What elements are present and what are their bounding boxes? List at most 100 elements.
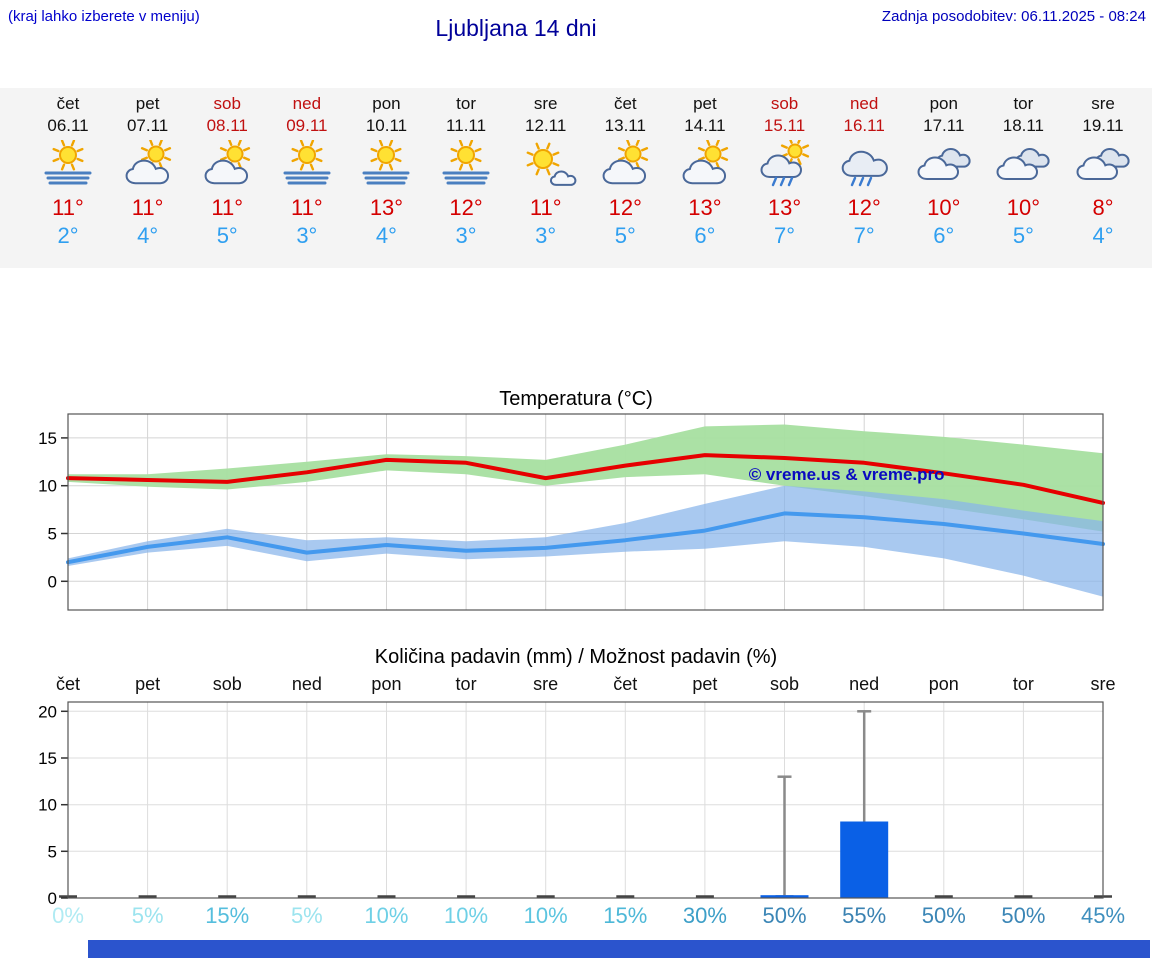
day-name: tor [456,94,476,113]
precip-day-label: tor [455,674,477,694]
low-temp: 5° [1012,223,1034,248]
precip-probability: 15% [603,903,648,928]
day-name: pon [372,94,401,113]
precip-day-labels-row: čet pet sob ned pon tor sre čet pet sob ned pon tor s… [0,674,1152,698]
y-axis: 0 5 10 15 20 [38,702,68,904]
day-name: ned [849,94,879,113]
forecast-day: tor 11.11 12° 3° [420,94,512,248]
precip-day-label: pon [371,674,402,694]
low-temp: 4° [1092,223,1114,248]
sun-fog-icon [340,140,432,188]
day-name: sre [533,94,558,113]
day-name: pet [693,94,717,113]
cloudy-icon [1057,140,1149,188]
forecast-day: ned 16.11 12° 7° [818,94,910,248]
day-date: 16.11 [843,116,885,135]
day-name: čet [613,94,637,113]
y-axis: 0 5 10 15 [38,429,68,591]
day-date: 06.11 [47,116,89,135]
low-temp: 2° [57,223,79,248]
precip-day-label: čet [613,674,638,694]
high-temp: 13° [369,195,404,220]
day-date: 17.11 [923,116,965,135]
forecast-day: pet 14.11 13° 6° [659,94,751,248]
high-temp: 11° [131,195,164,220]
svg-text:5: 5 [48,842,57,861]
day-date: 08.11 [206,116,248,135]
precip-day-label: ned [291,674,322,694]
forecast-day: pon 10.11 13° 4° [340,94,432,248]
sun-fog-icon [261,140,353,188]
showers-icon [739,140,831,188]
precip-day-label: ned [849,674,880,694]
precip-day-label: tor [1012,674,1034,694]
high-temp: 8° [1092,195,1114,220]
day-name: sre [1091,94,1115,113]
precip-probability: 50% [921,903,966,928]
day-date: 11.11 [446,116,487,135]
svg-text:15: 15 [38,429,57,448]
precip-probability: 5% [290,903,323,928]
partly-cloudy-icon [659,140,751,188]
page-title: Ljubljana 14 dni [435,15,597,41]
high-temp: 11° [211,195,244,220]
mostly-sunny-icon [500,140,592,188]
precip-day-label: čet [55,674,81,694]
svg-text:10: 10 [38,796,57,815]
forecast-day: tor 18.11 10° 5° [977,94,1069,248]
cloudy-icon [898,140,990,188]
forecast-day: ned 09.11 11° 3° [261,94,353,248]
precip-probability: 10% [444,903,489,928]
forecast-day: pet 07.11 11° 4° [102,94,194,248]
precip-day-label: sre [1090,674,1116,694]
last-updated-text: Zadnja posodobitev: 06.11.2025 - 08:24 [881,8,1146,25]
high-temp: 11° [291,195,323,220]
partly-cloudy-icon [181,140,273,188]
precip-day-label: sre [533,674,559,694]
temperature-chart: 0 5 10 15 © vreme.us & vreme.pro [38,413,1105,611]
precip-day-label: pon [928,674,959,694]
sun-fog-icon [420,140,512,188]
low-temp: 5° [216,223,238,248]
sun-fog-icon [22,140,114,188]
cloudy-icon [977,140,1069,188]
footer-banner [88,940,1150,958]
uncertainty-bands [68,424,1103,597]
day-date: 14.11 [684,116,726,135]
svg-text:15: 15 [38,749,57,768]
low-temp: 5° [614,223,636,248]
day-date: 13.11 [604,116,646,135]
precip-day-label: sob [212,674,242,694]
day-name: čet [56,94,80,113]
high-temp: 13° [688,195,722,220]
precip-probability: 10% [523,903,568,928]
partly-cloudy-icon [579,140,671,188]
high-temp: 10° [1006,195,1041,220]
location-menu-hint: (kraj lahko izberete v meniju) [8,8,200,25]
low-temp: 3° [296,223,318,248]
svg-text:5: 5 [48,525,57,544]
precip-probability: 10% [364,903,409,928]
precip-bars [760,821,889,898]
forecast-day: sre 19.11 8° 4° [1057,94,1149,248]
precipitation-chart-title: Količina padavin (mm) / Možnost padavin … [374,646,778,668]
high-temp: 12° [449,195,483,220]
low-temp: 7° [853,223,875,248]
precip-probability-row: 0% 5% 15% 5% 10% 10% 10% 15% 30% 50% 55% 50% 50% 45% [0,903,1152,931]
high-temp: 11° [529,195,562,220]
day-date: 19.11 [1082,116,1124,135]
day-date: 12.11 [525,116,567,135]
low-temp: 4° [375,223,397,248]
day-name: sob [770,94,799,113]
day-date: 10.11 [365,116,408,135]
forecast-day: pon 17.11 10° 6° [898,94,990,248]
precip-day-label: sob [770,674,800,694]
precip-day-label: pet [692,674,718,694]
svg-text:0: 0 [48,572,57,591]
low-temp: 7° [774,223,796,248]
precip-probability: 5% [131,903,164,928]
forecast-day: sre 12.11 11° 3° [500,94,592,248]
low-temp: 3° [535,223,557,248]
day-date: 18.11 [1002,116,1045,135]
precip-probability: 50% [1001,903,1046,928]
